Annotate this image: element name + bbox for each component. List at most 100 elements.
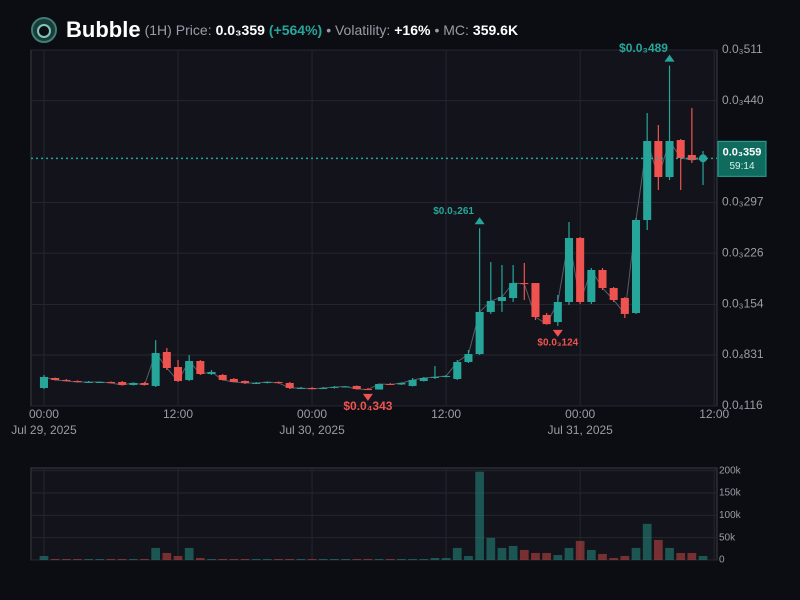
y-tick-label: 0.0₃154 [722, 297, 764, 311]
candle-body [95, 381, 104, 383]
annotation-label: $0.0₄343 [343, 399, 392, 413]
candle-body [442, 375, 451, 377]
change: (+564%) [268, 22, 323, 38]
volume-bar [117, 559, 127, 560]
volume-bar [598, 553, 607, 560]
volume-bar [307, 559, 317, 560]
volume-bar [586, 549, 596, 560]
volume-bar [50, 559, 60, 560]
candle-body [341, 386, 350, 388]
annotation-marker [362, 393, 373, 401]
candle-body [531, 283, 540, 318]
volume-bar [385, 559, 395, 560]
volume-bar [542, 552, 552, 560]
volume-bar [497, 547, 507, 560]
x-date-label: Jul 31, 2025 [547, 423, 613, 437]
mc-label: • MC: [434, 22, 469, 38]
volume-bar [218, 559, 228, 560]
y-tick-label: 100k [719, 510, 742, 521]
x-tick-label: 12:00 [699, 407, 729, 421]
annotation-marker [474, 217, 485, 225]
candle-body [676, 140, 685, 158]
volume-bar [140, 559, 149, 560]
volume-bar [475, 471, 484, 560]
interval: (1H) [144, 22, 172, 38]
candle-body [39, 376, 48, 388]
y-tick-label: 50k [719, 532, 736, 543]
volume-bar [374, 559, 384, 560]
candle-body [430, 376, 439, 378]
candle-body [140, 382, 149, 385]
y-tick-label: 0 [719, 555, 725, 566]
annotation-label: $0.0₃261 [433, 206, 474, 217]
volume-bar [341, 559, 350, 560]
volume-bar [665, 547, 674, 560]
candle-body [263, 381, 272, 383]
header: Bubble (1H) Price: 0.0₃359 (+564%) • Vol… [30, 14, 522, 46]
token-name: Bubble [66, 17, 141, 42]
candle-body [397, 382, 406, 385]
volume-bar [363, 559, 373, 560]
candle-body [486, 300, 495, 312]
volume-bar [73, 559, 82, 560]
candle-body [453, 362, 462, 379]
volume-bar [274, 559, 283, 560]
x-tick-label: 00:00 [29, 407, 59, 421]
volume-bar [330, 559, 339, 560]
candle-body [62, 379, 71, 381]
annotation-marker [664, 54, 675, 62]
volume-bar [464, 555, 473, 560]
candle-body [218, 374, 227, 380]
candle-body [509, 283, 518, 299]
candle-body [587, 269, 596, 302]
volume-panel [30, 467, 718, 561]
volume-bar [207, 559, 216, 560]
y-tick-label: 0.0₃511 [722, 42, 763, 56]
candle-body [520, 283, 529, 285]
candle-body [274, 381, 283, 383]
volume-bar [486, 537, 496, 560]
volume-bar [676, 552, 686, 560]
candle-body [363, 389, 372, 391]
volume-bar [653, 539, 663, 560]
x-date-label: Jul 29, 2025 [11, 423, 77, 437]
volume-bar [698, 555, 708, 560]
candle-body [620, 298, 629, 314]
candle-body [296, 387, 305, 389]
volume-bar [106, 559, 116, 560]
candle-body [497, 297, 506, 301]
volume-bar [84, 559, 93, 560]
y-tick-label: 0.0₃440 [722, 93, 764, 107]
candle-body [375, 383, 384, 390]
annotation-label: $0.0₃124 [537, 338, 578, 349]
annotation-marker [552, 329, 563, 337]
volume-bar [419, 559, 429, 560]
volume-bar [531, 552, 540, 560]
candle-body [631, 220, 641, 313]
annotation-label: $0.0₃489 [619, 41, 668, 55]
volume-bar [553, 554, 563, 560]
volume-bar [575, 540, 585, 560]
volume-bar [162, 552, 172, 560]
candle-body [129, 382, 138, 385]
volume-bar [229, 559, 239, 560]
candle-body [665, 141, 674, 178]
volume-bar [184, 547, 194, 560]
candle-body [654, 141, 663, 178]
x-date-label: Jul 30, 2025 [279, 423, 345, 437]
volume-bar [151, 547, 161, 560]
volume-bar [430, 557, 440, 560]
candle-body [553, 301, 562, 323]
candle-body [564, 237, 574, 302]
candle-body [241, 380, 250, 383]
candle-body [386, 383, 395, 385]
volume-bar [95, 559, 105, 560]
candle-body [207, 371, 216, 374]
x-tick-label: 12:00 [431, 407, 461, 421]
candle-body [352, 385, 361, 390]
candle-body [542, 314, 551, 325]
volume-bar [441, 557, 451, 560]
price-panel [30, 49, 718, 407]
last-price-dot [699, 154, 708, 163]
